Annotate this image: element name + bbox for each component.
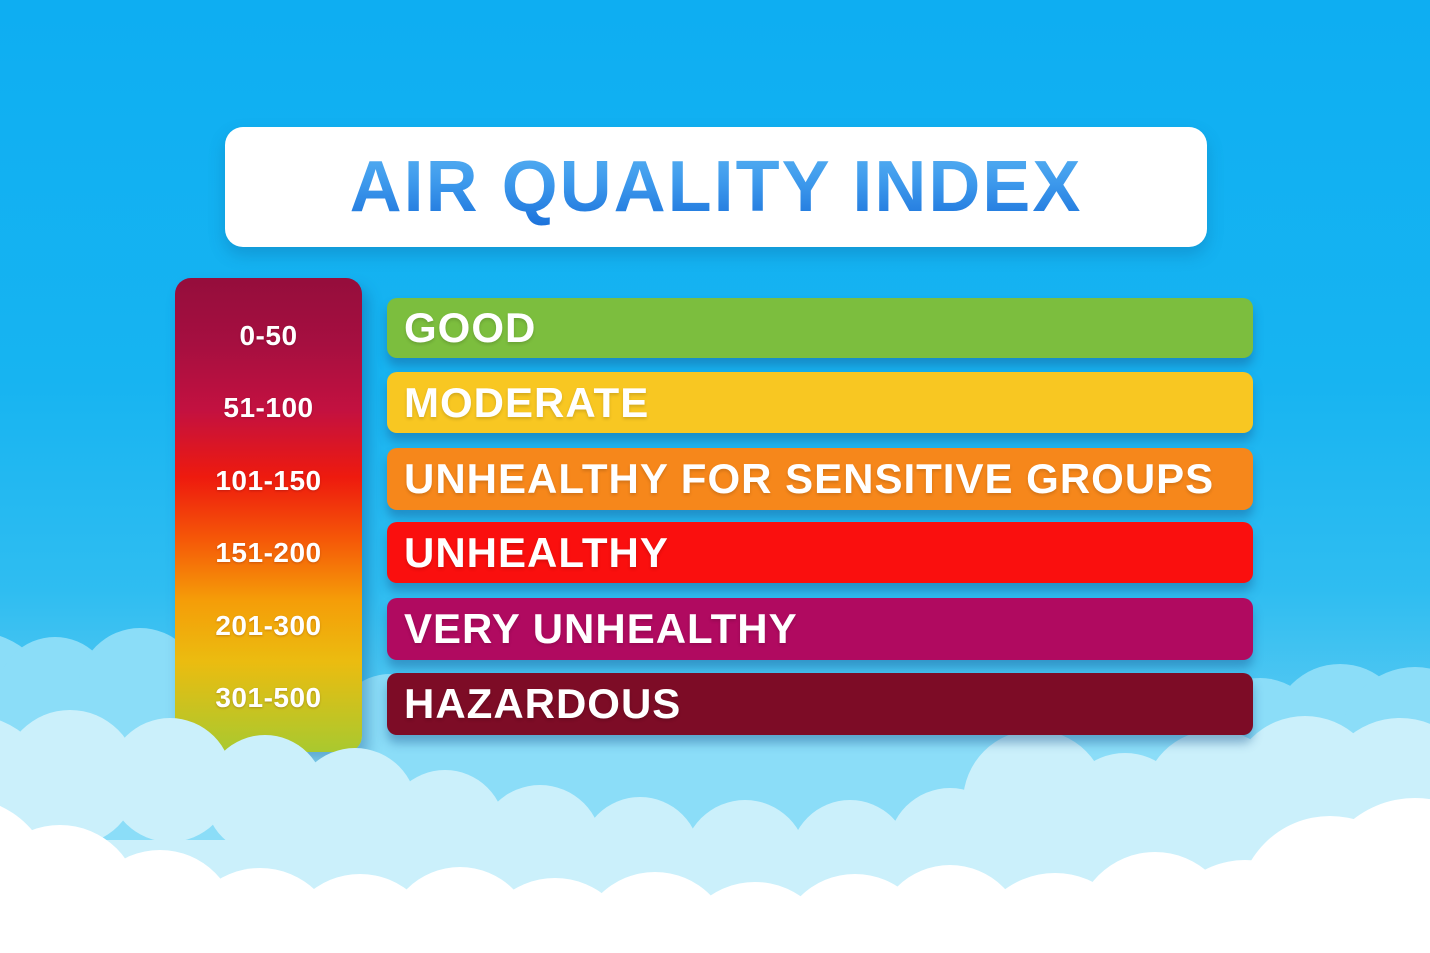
category-label-moderate: MODERATE: [404, 378, 650, 426]
category-bar-unhealthy: UNHEALTHY: [387, 522, 1253, 583]
scale-range-hazardous: 301-500: [215, 681, 322, 713]
category-bar-very-unhealthy: VERY UNHEALTHY: [387, 598, 1253, 660]
scale-range-very-unhealthy: 201-300: [215, 609, 322, 641]
category-label-unhealthy-sensitive-groups: UNHEALTHY FOR SENSITIVE GROUPS: [404, 455, 1215, 502]
category-label-hazardous: HAZARDOUS: [404, 680, 682, 727]
category-label-very-unhealthy: VERY UNHEALTHY: [404, 605, 798, 652]
category-bar-hazardous: HAZARDOUS: [387, 673, 1253, 735]
scale-range-unhealthy: 151-200: [215, 537, 322, 569]
category-label-unhealthy: UNHEALTHY: [404, 528, 669, 576]
title-panel: AIR QUALITY INDEX: [225, 127, 1207, 247]
aqi-scale-panel: 0-50 51-100 101-150 151-200 201-300 301-…: [175, 278, 362, 752]
category-bars: GOOD MODERATE UNHEALTHY FOR SENSITIVE GR…: [387, 298, 1253, 735]
scale-range-usg: 101-150: [215, 464, 322, 496]
page-title: AIR QUALITY INDEX: [349, 147, 1083, 227]
scale-range-good: 0-50: [239, 320, 298, 351]
category-bar-unhealthy-sensitive-groups: UNHEALTHY FOR SENSITIVE GROUPS: [387, 448, 1253, 510]
category-label-good: GOOD: [404, 304, 537, 351]
scale-range-moderate: 51-100: [223, 392, 314, 424]
category-bar-moderate: MODERATE: [387, 372, 1253, 433]
category-bar-good: GOOD: [387, 298, 1253, 358]
